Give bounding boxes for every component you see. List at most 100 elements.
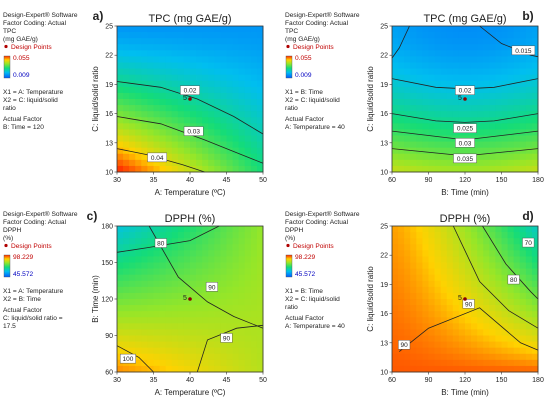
heatmap-cell	[428, 147, 435, 155]
heatmap-cell	[513, 105, 521, 112]
heatmap-cell	[141, 323, 148, 330]
heatmap-cell	[410, 250, 417, 257]
heatmap-cell	[531, 329, 539, 336]
heatmap-cell	[477, 147, 484, 155]
heatmap-cell	[422, 274, 429, 282]
design-point	[463, 97, 467, 101]
heatmap-cell	[501, 129, 508, 136]
heatmap-cell	[404, 286, 411, 294]
panel-letter: b)	[522, 9, 533, 23]
heatmap-cell	[398, 32, 405, 39]
heatmap-cell	[392, 117, 399, 124]
heatmap-cell	[153, 299, 160, 306]
heatmap-cell	[440, 86, 448, 94]
heatmap-cell	[416, 359, 423, 367]
heatmap-cell	[525, 317, 533, 324]
y-tick-label: 19	[380, 82, 388, 89]
heatmap-cell	[244, 232, 252, 239]
heatmap-cell	[220, 159, 227, 167]
heatmap-cell	[220, 365, 227, 373]
heatmap-cell	[531, 105, 539, 112]
heatmap-cell	[501, 347, 508, 355]
heatmap-cell	[477, 256, 484, 263]
heatmap-cell	[220, 26, 227, 33]
heatmap-cell	[208, 317, 215, 324]
heatmap-cell	[196, 305, 203, 312]
heatmap-cell	[208, 50, 215, 57]
heatmap-cell	[434, 105, 442, 112]
heatmap-cell	[465, 117, 472, 124]
heatmap-cell	[244, 50, 252, 57]
heatmap-cell	[244, 292, 252, 300]
heatmap-cell	[458, 341, 466, 349]
heatmap-cell	[171, 250, 179, 257]
heatmap-cell	[434, 153, 442, 161]
heatmap-cell	[135, 92, 142, 100]
heatmap-cell	[250, 341, 258, 349]
heatmap-cell	[183, 305, 191, 312]
heatmap-cell	[507, 226, 515, 233]
heatmap-cell	[501, 135, 508, 142]
heatmap-cell	[220, 50, 227, 57]
heatmap-cell	[256, 335, 264, 342]
heatmap-cell	[214, 226, 221, 233]
heatmap-cell	[135, 74, 142, 82]
heatmap-cell	[220, 226, 227, 233]
heatmap-cell	[232, 147, 240, 155]
info-factor: ratio	[285, 105, 298, 112]
info-response: TPC	[3, 28, 16, 35]
heatmap-cell	[123, 135, 130, 142]
heatmap-cell	[129, 117, 136, 124]
heatmap-cell	[434, 32, 442, 39]
heatmap-cell	[477, 165, 484, 173]
heatmap-cell	[398, 141, 405, 149]
heatmap-cell	[525, 226, 533, 233]
heatmap-cell	[147, 135, 154, 142]
heatmap-cell	[392, 317, 399, 324]
heatmap-cell	[123, 165, 130, 173]
heatmap-cell	[422, 68, 429, 76]
heatmap-cell	[422, 99, 429, 106]
heatmap-cell	[208, 56, 215, 63]
heatmap-cell	[256, 74, 264, 82]
heatmap-cell	[410, 44, 417, 51]
heatmap-cell	[147, 50, 154, 57]
heatmap-cell	[392, 62, 399, 69]
heatmap-cell	[513, 165, 521, 173]
heatmap-cell	[226, 50, 233, 57]
chart-title: TPC (mg GAE/g)	[148, 13, 231, 25]
heatmap-cell	[250, 299, 258, 306]
heatmap-cell	[446, 365, 454, 373]
heatmap-cell	[232, 335, 240, 342]
heatmap-cell	[153, 250, 160, 257]
heatmap-cell	[483, 32, 490, 39]
y-tick-label: 19	[105, 82, 113, 89]
heatmap-cell	[513, 56, 521, 63]
heatmap-cell	[232, 341, 240, 349]
heatmap-cell	[147, 159, 154, 167]
heatmap-cell	[117, 92, 124, 100]
heatmap-cell	[177, 323, 185, 330]
heatmap-cell	[165, 38, 173, 45]
heatmap-cell	[238, 256, 246, 263]
heatmap-cell	[159, 62, 167, 69]
heatmap-cell	[465, 147, 472, 155]
heatmap-cell	[226, 353, 233, 361]
heatmap-cell	[153, 135, 160, 142]
heatmap-cell	[135, 262, 142, 269]
heatmap-cell	[477, 141, 484, 149]
heatmap-cell	[226, 323, 233, 330]
heatmap-cell	[123, 256, 130, 263]
heatmap-cell	[422, 135, 429, 142]
heatmap-cell	[159, 56, 167, 63]
heatmap-cell	[220, 74, 227, 82]
heatmap-cell	[531, 135, 539, 142]
heatmap-cell	[256, 286, 264, 294]
heatmap-cell	[214, 317, 221, 324]
y-tick-label: 25	[380, 224, 388, 231]
x-tick-label: 90	[425, 177, 433, 184]
heatmap-cell	[208, 365, 215, 373]
heatmap-cell	[434, 44, 442, 51]
heatmap-cell	[531, 341, 539, 349]
heatmap-cell	[458, 44, 466, 51]
